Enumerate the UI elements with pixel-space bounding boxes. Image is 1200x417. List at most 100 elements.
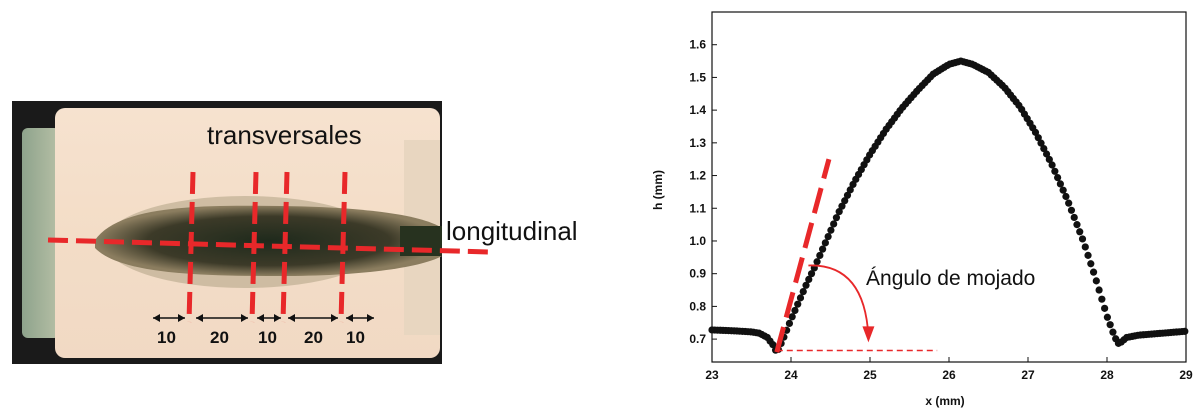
profile-point [816,251,824,260]
profile-point [807,270,816,278]
profile-chart: 0.70.80.91.01.11.21.31.41.51.6 23 24 25 26 2… [651,11,1193,408]
profile-point [1081,243,1089,251]
spacing-label-3: 10 [258,328,277,347]
profile-point [1073,221,1081,229]
profile-point [1101,304,1109,312]
transversal-line-3 [280,171,290,323]
specimen-photo-panel: transversales longitudinal 10 20 10 20 1… [12,101,578,364]
profile-point [1095,286,1103,294]
transversal-line-2 [249,171,259,323]
profile-point [1031,128,1040,136]
profile-point [1181,327,1189,335]
weld-bead [95,205,442,276]
spacing-arrow-3: 10 [257,314,281,347]
profile-point [1051,167,1059,175]
y-tick-label: 1.4 [689,103,706,117]
profile-point [805,275,813,284]
x-tick-label: 28 [1100,368,1114,382]
tangent-line [774,158,832,353]
spacing-label-2: 20 [210,328,229,347]
profile-point [821,239,829,247]
profile-point [794,300,802,308]
y-tick-label: 1.3 [689,136,706,150]
profile-point [1040,144,1048,153]
y-tick-label: 1.0 [689,234,706,248]
profile-point [1034,134,1042,142]
profile-point [1070,213,1078,222]
spacing-arrow-1: 10 [153,314,185,347]
y-tick-label: 1.6 [689,38,706,52]
y-tick-label: 1.5 [689,70,706,84]
profile-point [1087,260,1095,268]
spacing-arrow-5: 10 [346,314,374,347]
profile-point [1076,228,1084,236]
longitudinal-cut-line [47,237,491,255]
profile-point [1078,235,1087,243]
x-tick-label: 27 [1021,368,1035,382]
transversal-cut-lines [186,171,348,323]
x-tick-label: 29 [1179,368,1193,382]
profile-point [785,319,794,328]
y-axis-title: h (mm) [651,170,665,210]
spacing-arrow-2: 20 [196,314,248,347]
y-tick-label: 0.7 [689,332,706,346]
profile-point [769,341,777,349]
profile-point [1045,155,1053,164]
profile-point [1056,180,1064,188]
y-tick-label: 0.9 [689,267,706,281]
profile-point [1042,150,1051,158]
profile-point [1084,251,1092,259]
x-tick-label: 26 [942,368,956,382]
spacing-dimensions: 10 20 10 20 10 [153,314,374,347]
profile-point [838,202,846,210]
x-tick-label: 23 [705,368,719,382]
profile-point [788,313,796,321]
profile-point [1054,173,1062,182]
profile-point [824,232,832,241]
profile-point [1059,186,1067,194]
profile-point [796,294,805,302]
spacing-arrow-4: 20 [288,314,338,347]
electrode-stub [22,128,60,338]
x-axis: 23 24 25 26 27 28 29 [705,357,1193,382]
profile-point [841,197,849,205]
profile-point [819,245,827,253]
profile-point [830,220,838,228]
profile-point [1037,139,1045,147]
profile-point [843,191,852,199]
y-tick-label: 1.2 [689,169,706,183]
profile-point [1098,295,1106,303]
label-longitudinal: longitudinal [446,216,578,246]
wetting-angle-annotation: Ángulo de mojado [774,158,1035,353]
profile-point [791,306,799,315]
profile-point [1103,313,1111,321]
profile-point [846,186,854,194]
x-axis-title: x (mm) [925,394,964,408]
profile-point [827,226,835,234]
profile-point [835,208,843,216]
spacing-label-5: 10 [346,328,365,347]
profile-point [1067,206,1076,214]
profile-point [1048,161,1056,169]
profile-point [1092,277,1100,285]
profile-point [1109,328,1117,336]
x-tick-label: 25 [863,368,877,382]
y-tick-label: 0.8 [689,299,706,313]
spacing-label-4: 20 [304,328,323,347]
profile-point [1065,199,1073,207]
angle-arc [808,264,870,337]
profile-point [799,287,807,296]
angle-arrow-head [862,326,875,343]
annotation-label: Ángulo de mojado [866,267,1035,290]
spacing-label-1: 10 [157,328,176,347]
y-tick-label: 1.1 [689,201,706,215]
profile-point [1106,321,1114,329]
x-tick-label: 24 [784,368,798,382]
profile-points [708,57,1189,354]
profile-point [1062,192,1070,201]
profile-point [802,281,810,289]
y-axis: 0.7 0.8 0.9 1.0 1.1 1.2 1.3 1.4 1.5 1.6 [689,38,717,346]
profile-point [832,214,841,222]
longitudinal-dashed-line [47,237,491,255]
profile-point [813,258,821,266]
